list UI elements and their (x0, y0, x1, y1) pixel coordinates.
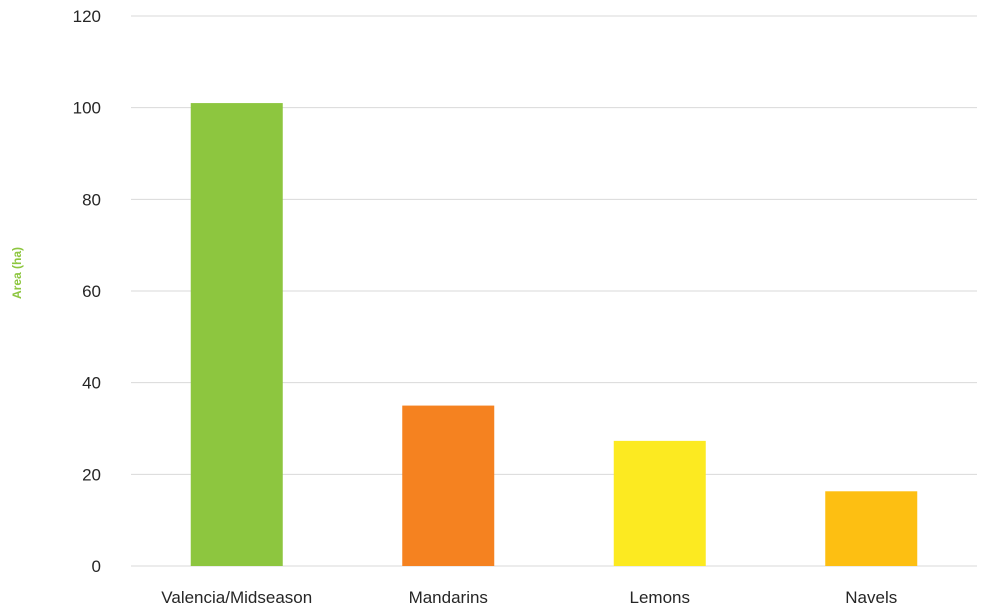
bar-navels (825, 491, 918, 566)
y-tick-label-100: 100 (73, 99, 101, 118)
bar-lemons (613, 440, 706, 566)
x-category-label-valencia-midseason: Valencia/Midseason (161, 588, 312, 607)
y-tick-label-120: 120 (73, 7, 101, 26)
bars (190, 103, 918, 566)
x-axis-categories: Valencia/Midseason Mandarins Lemons Navels (161, 588, 897, 607)
bar-mandarins (402, 405, 495, 566)
bar-valencia-midseason (190, 103, 283, 566)
y-tick-label-40: 40 (82, 374, 101, 393)
y-axis-ticks: 0 20 40 60 80 100 120 (73, 7, 101, 576)
y-tick-label-80: 80 (82, 190, 101, 209)
y-tick-label-0: 0 (92, 557, 101, 576)
x-category-label-navels: Navels (845, 588, 897, 607)
y-axis-label: Area (ha) (10, 247, 24, 299)
x-category-label-lemons: Lemons (630, 588, 690, 607)
y-tick-label-20: 20 (82, 465, 101, 484)
y-tick-label-60: 60 (82, 282, 101, 301)
x-category-label-mandarins: Mandarins (409, 588, 488, 607)
